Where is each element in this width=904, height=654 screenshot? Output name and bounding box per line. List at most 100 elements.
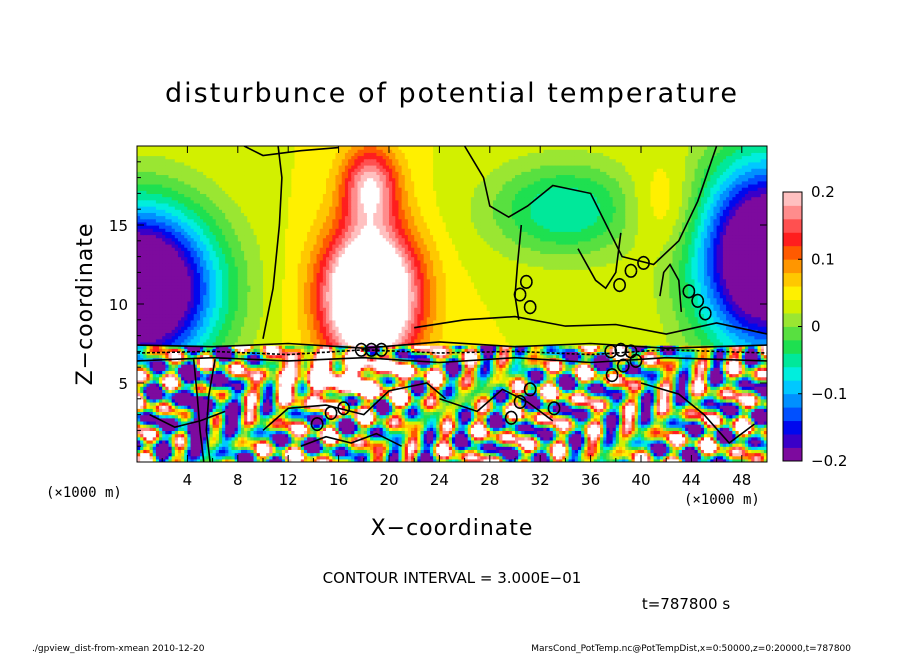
field-cell xyxy=(341,427,346,431)
field-cell xyxy=(253,424,258,428)
field-cell xyxy=(615,427,620,431)
field-cell xyxy=(389,417,393,422)
field-cell xyxy=(659,455,664,460)
field-cell xyxy=(159,458,163,462)
field-cell xyxy=(392,417,396,422)
field-cell xyxy=(559,458,563,462)
field-cell xyxy=(653,424,658,428)
field-cell xyxy=(455,449,459,454)
field-cell xyxy=(247,430,251,435)
field-cell xyxy=(480,436,485,441)
field-cell xyxy=(162,439,166,444)
field-cell xyxy=(222,443,226,447)
field-cell xyxy=(562,458,566,462)
field-cell xyxy=(288,420,292,425)
field-cell xyxy=(294,449,299,454)
field-cell xyxy=(763,443,767,447)
field-cell xyxy=(351,443,355,447)
field-cell xyxy=(659,433,664,438)
field-cell xyxy=(521,433,526,438)
field-cell xyxy=(511,430,516,435)
field-cell xyxy=(436,455,440,460)
field-cell xyxy=(174,436,179,441)
field-cell xyxy=(275,446,280,450)
field-cell xyxy=(398,424,403,428)
field-cell xyxy=(206,427,211,431)
field-cell xyxy=(524,417,529,422)
field-cell xyxy=(681,433,686,438)
field-cell xyxy=(631,443,636,447)
field-cell xyxy=(360,452,365,457)
field-cell xyxy=(521,455,526,460)
field-cell xyxy=(477,430,481,435)
field-cell xyxy=(140,417,144,422)
field-cell xyxy=(489,424,494,428)
field-cell xyxy=(137,427,141,431)
field-cell xyxy=(656,455,661,460)
field-cell xyxy=(155,439,160,444)
field-cell xyxy=(549,420,554,425)
field-cell xyxy=(713,443,718,447)
field-cell xyxy=(253,436,258,441)
field-cell xyxy=(266,427,270,431)
field-cell xyxy=(618,446,623,450)
field-cell xyxy=(760,443,765,447)
field-cell xyxy=(278,424,283,428)
field-cell xyxy=(307,443,311,447)
field-cell xyxy=(691,443,696,447)
field-cell xyxy=(480,417,485,422)
field-cell xyxy=(152,458,157,462)
field-cell xyxy=(593,455,598,460)
field-cell xyxy=(307,436,311,441)
field-cell xyxy=(149,430,154,435)
field-cell xyxy=(581,417,585,422)
field-cell xyxy=(244,455,248,460)
field-cell xyxy=(515,443,519,447)
field-cell xyxy=(344,430,349,435)
field-cell xyxy=(568,452,573,457)
field-cell xyxy=(288,417,292,422)
field-cell xyxy=(470,458,475,462)
field-cell xyxy=(247,417,251,422)
field-cell xyxy=(177,458,182,462)
field-cell xyxy=(543,455,548,460)
field-cell xyxy=(259,449,264,454)
field-cell xyxy=(757,424,762,428)
field-cell xyxy=(543,458,548,462)
field-cell xyxy=(499,449,503,454)
field-cell xyxy=(423,458,428,462)
field-cell xyxy=(738,424,743,428)
field-cell xyxy=(565,449,570,454)
field-cell xyxy=(584,446,589,450)
field-cell xyxy=(691,449,696,454)
field-cell xyxy=(707,446,711,450)
field-cell xyxy=(653,436,658,441)
field-cell xyxy=(420,417,425,422)
field-cell xyxy=(426,420,431,425)
field-cell xyxy=(499,452,503,457)
field-cell xyxy=(574,443,579,447)
field-cell xyxy=(549,443,554,447)
field-cell xyxy=(505,436,510,441)
field-cell xyxy=(647,458,652,462)
field-cell xyxy=(496,455,500,460)
field-cell xyxy=(694,443,699,447)
field-cell xyxy=(162,458,166,462)
field-cell xyxy=(555,417,560,422)
field-cell xyxy=(165,417,170,422)
field-cell xyxy=(285,439,289,444)
field-cell xyxy=(448,446,453,450)
field-cell xyxy=(710,439,715,444)
field-cell xyxy=(530,455,535,460)
field-cell xyxy=(543,420,548,425)
field-cell xyxy=(190,455,195,460)
field-cell xyxy=(215,455,220,460)
field-cell xyxy=(137,455,141,460)
field-cell xyxy=(329,424,333,428)
field-cell xyxy=(741,439,746,444)
field-cell xyxy=(152,436,157,441)
field-cell xyxy=(486,458,491,462)
field-cell xyxy=(300,420,305,425)
field-cell xyxy=(436,446,440,450)
field-cell xyxy=(744,455,749,460)
